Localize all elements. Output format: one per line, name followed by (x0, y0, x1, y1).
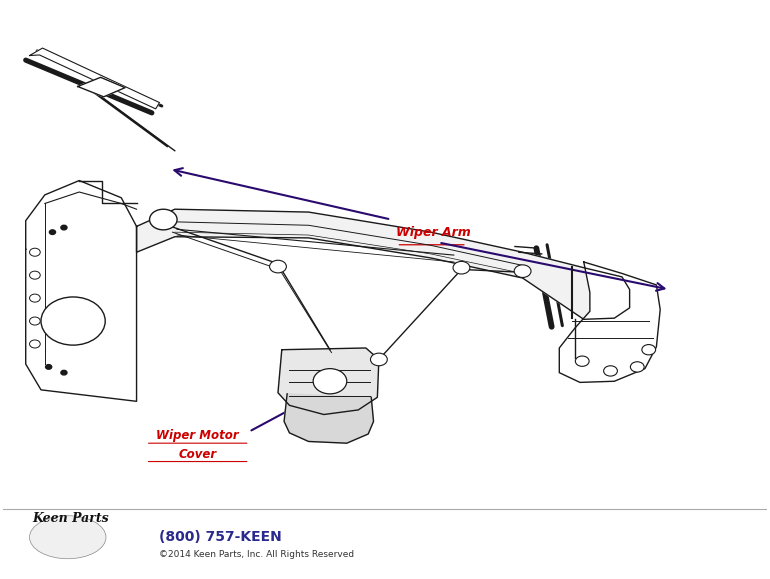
Circle shape (61, 371, 67, 375)
Circle shape (514, 265, 531, 277)
Text: Wiper Arm: Wiper Arm (397, 226, 471, 239)
Circle shape (49, 230, 55, 234)
Ellipse shape (29, 516, 106, 559)
Polygon shape (29, 48, 159, 109)
Polygon shape (284, 394, 373, 443)
Circle shape (29, 340, 40, 348)
Circle shape (575, 356, 589, 367)
Text: Wiper Motor: Wiper Motor (156, 429, 239, 442)
Polygon shape (278, 348, 379, 415)
Polygon shape (25, 181, 136, 401)
Circle shape (29, 271, 40, 279)
Circle shape (453, 261, 470, 274)
Circle shape (631, 362, 644, 372)
Circle shape (29, 294, 40, 302)
Circle shape (642, 345, 655, 355)
Text: Cover: Cover (179, 448, 217, 461)
Polygon shape (559, 262, 660, 382)
Circle shape (29, 317, 40, 325)
Polygon shape (78, 78, 125, 97)
Circle shape (370, 353, 387, 366)
Circle shape (149, 209, 177, 230)
Circle shape (604, 366, 618, 376)
Text: ©2014 Keen Parts, Inc. All Rights Reserved: ©2014 Keen Parts, Inc. All Rights Reserv… (159, 550, 355, 559)
Circle shape (41, 297, 105, 345)
Circle shape (45, 365, 52, 369)
Polygon shape (136, 209, 630, 320)
Circle shape (61, 225, 67, 230)
Circle shape (29, 248, 40, 256)
Text: (800) 757-KEEN: (800) 757-KEEN (159, 530, 283, 544)
Circle shape (270, 260, 286, 273)
Circle shape (313, 369, 346, 394)
Text: Keen Parts: Keen Parts (32, 512, 109, 525)
